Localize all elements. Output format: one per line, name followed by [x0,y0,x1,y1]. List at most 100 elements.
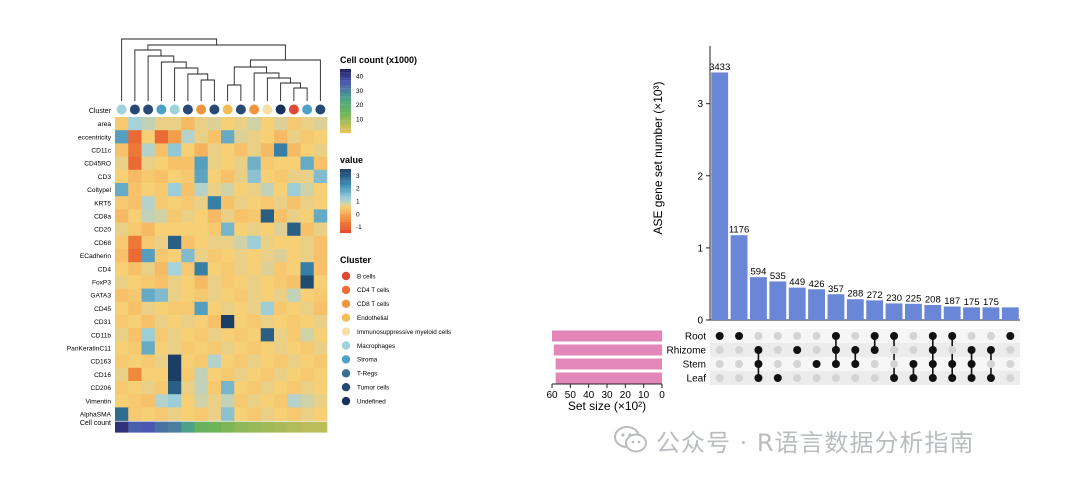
matrix-dot-filled [948,374,957,382]
heatmap-cell [115,117,129,131]
heatmap-cell [260,143,275,157]
heatmap-cell [300,196,315,210]
set-size-axis: 60 50 40 30 20 10 0 [546,383,665,401]
set-size-bar [555,358,662,370]
cell-count-annotation-row [115,421,328,433]
gradient-step [340,101,351,103]
heatmap-cell [247,183,262,197]
gradient-step [340,128,351,130]
heatmap-cell [194,288,209,303]
heatmap-cell [181,367,195,382]
cell-count-cell [141,421,156,433]
heatmap-row-label: KRT5 [94,200,111,207]
gradient-step [340,205,351,208]
cell-count-cell [207,421,222,433]
cell-count-legend-tick: 40 [356,74,364,81]
matrix-dot-empty [735,374,744,382]
heatmap-cell [154,196,169,210]
heatmap-row-labels: area eccentricity CD11c CD45RO CD3 Coltypel KR… [67,121,112,418]
cluster-legend-items: B cells CD4 T cells CD8 T cells Endothelial… [341,271,451,406]
heatmap-cell [128,222,142,237]
heatmap-cell [221,117,235,131]
heatmap-cell [141,249,156,263]
matrix-dot-filled [1006,332,1015,340]
heatmap-cell [260,381,275,395]
heatmap-cell [115,183,129,197]
cluster-legend-swatch [341,396,351,406]
heatmap-cell [181,288,195,303]
heatmap-cell [313,130,328,144]
y-tick-label: 0 [697,316,703,327]
heatmap-cell [247,209,262,223]
heatmap-cell [141,196,156,210]
heatmap-cell [207,301,222,316]
gradient-step [340,201,351,203]
heatmap-cell [168,235,182,250]
heatmap-cell [207,117,222,131]
matrix-dot-filled [735,332,744,340]
matrix-dot-filled [967,346,976,354]
heatmap-cell [247,143,262,157]
heatmap-cell [274,249,288,263]
cluster-dot [222,104,233,115]
dendrogram-link [266,77,292,101]
heatmap-cell [168,143,182,157]
heatmap-cell [234,407,248,421]
heatmap-cell [274,275,288,289]
cluster-dot [143,104,154,115]
heatmap-cell [181,130,195,144]
intersection-bar-label: 175 [983,297,999,308]
heatmap-cell [247,341,262,355]
heatmap-cell [247,367,262,382]
heatmap-cell [287,354,301,369]
heatmap-cell [300,381,315,395]
cluster-legend-label: CD4 T cells [357,287,389,294]
matrix-dot-filled [773,374,782,382]
heatmap-row-label: area [98,121,112,128]
heatmap-cell [141,301,156,316]
wechat-icon [614,426,647,453]
cell-count-cell [300,421,315,433]
cluster-legend-label: Immunosuppressive myeloid cells [357,329,451,336]
matrix-dot-empty [773,332,782,340]
cell-count-legend-gradient: 40 30 20 10 [340,69,364,134]
heatmap-cell [313,315,328,329]
dendrogram-link [253,72,280,101]
heatmap-cell [128,341,142,355]
heatmap-cell [260,156,275,171]
set-axis-tick-label: 50 [565,390,577,401]
heatmap-cell [313,169,328,184]
heatmap-cell [274,117,288,131]
heatmap-cell [128,275,142,289]
heatmap-cell [234,315,248,329]
heatmap-cell [300,407,315,421]
dendrogram-link [227,84,242,101]
heatmap-cell [287,235,301,250]
heatmap-cell [313,407,328,421]
intersection-bar-label: 1176 [729,225,749,236]
heatmap-cell [234,341,248,355]
intersection-bar-label: 272 [867,290,883,301]
matrix-dot-filled [967,374,976,382]
heatmap-cell [141,275,156,289]
heatmap-cell [221,196,235,210]
cluster-legend-label: Tumor cells [357,385,389,392]
heatmap-cell [168,275,182,289]
matrix-dot-empty [793,332,802,340]
intersection-bar [1001,307,1019,320]
gradient-step [340,77,351,79]
heatmap-cell [300,156,315,171]
gradient-step [340,169,351,171]
gradient-step [340,94,351,97]
dendrogram-link [293,87,308,101]
heatmap-cell [247,262,262,276]
gradient-step [340,104,351,106]
heatmap-cell [168,407,182,421]
matrix-dot-filled [754,360,763,368]
heatmap-cell [287,341,301,355]
set-size-bar [552,330,662,342]
cluster-dot [209,104,220,115]
heatmap-cell [221,249,235,263]
heatmap-cell [274,169,288,184]
matrix-dot-filled [812,360,821,368]
